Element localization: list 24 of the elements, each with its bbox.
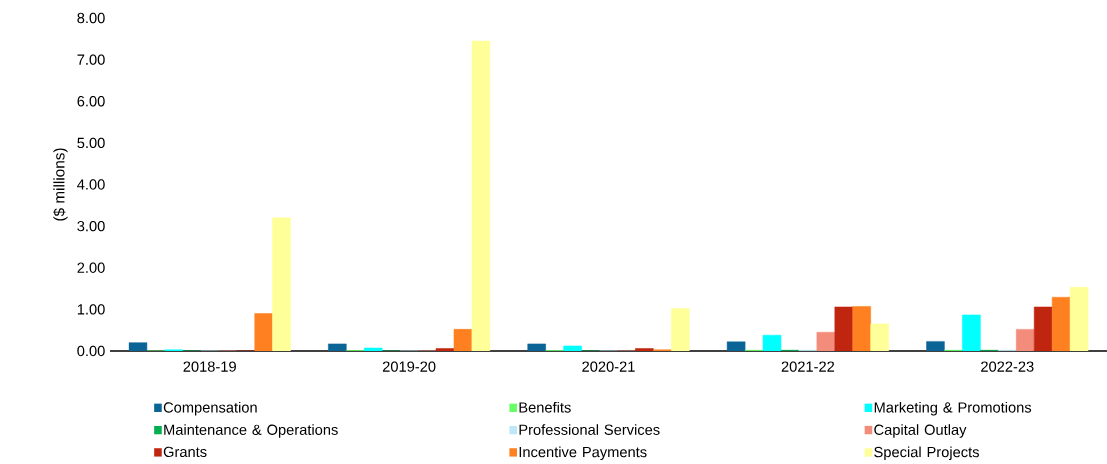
y-tick-label: 0.00 bbox=[77, 345, 105, 357]
x-tick-label: 2021-22 bbox=[781, 361, 835, 372]
x-tick-label: 2020-21 bbox=[582, 361, 635, 372]
y-tick-label: 3.00 bbox=[77, 220, 105, 232]
y-tick-label: 6.00 bbox=[77, 96, 105, 107]
legend-label: Capital Outlay bbox=[874, 424, 967, 438]
y-tick-label: 5.00 bbox=[77, 137, 105, 149]
y-tick-label: 7.00 bbox=[77, 54, 105, 65]
y-axis-title: ($ millions) bbox=[53, 148, 68, 221]
x-tick-label: 2019-20 bbox=[382, 361, 436, 372]
y-tick-label: 4.00 bbox=[77, 179, 105, 190]
legend-label: Grants bbox=[163, 446, 207, 458]
legend-label: Compensation bbox=[163, 401, 257, 416]
legend-label: Marketing & Promotions bbox=[874, 401, 1032, 416]
legend-label: Incentive Payments bbox=[519, 446, 647, 461]
y-tick-label: 1.00 bbox=[77, 304, 105, 315]
y-tick-label: 2.00 bbox=[77, 262, 105, 273]
legend-label: Benefits bbox=[519, 401, 571, 413]
legend-label: Maintenance & Operations bbox=[164, 424, 338, 438]
x-tick-label: 2022-23 bbox=[981, 361, 1034, 372]
y-tick-label: 8.00 bbox=[77, 12, 105, 24]
x-tick-label: 2018-19 bbox=[183, 361, 236, 372]
legend-label: Special Projects bbox=[874, 446, 979, 461]
legend-label: Professional Services bbox=[519, 424, 660, 435]
